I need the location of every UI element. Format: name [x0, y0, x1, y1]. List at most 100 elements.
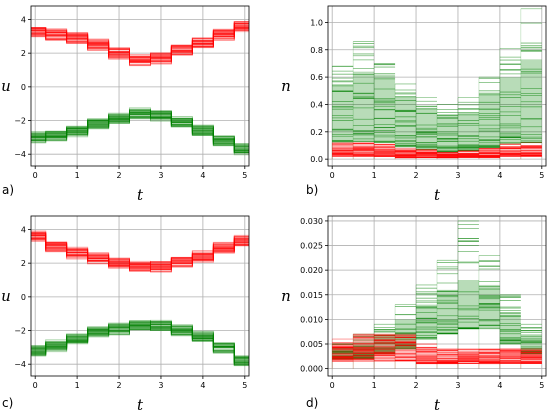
bin-band — [457, 280, 479, 330]
trajectory-line — [31, 232, 249, 265]
trajectory-line — [31, 113, 249, 152]
trajectory-line — [31, 235, 249, 267]
trajectory-line — [31, 237, 249, 270]
trajectory-line — [31, 109, 249, 145]
panel-label: a) — [2, 183, 14, 197]
trajectory-line — [31, 323, 249, 360]
series-green — [331, 8, 542, 160]
series-red — [331, 333, 542, 369]
trajectory-line — [31, 324, 249, 361]
panel-4: 0 1 2 3 4 5 0.000 0.005 0.010 0.015 0.020 0.025 0.03… — [281, 215, 547, 414]
x-tick-label: 1 — [372, 171, 377, 180]
trajectory-line — [31, 322, 249, 359]
trajectory-line — [31, 24, 249, 61]
trajectory-line — [31, 115, 249, 151]
trajectory-line — [31, 326, 249, 364]
trajectory-line — [31, 110, 249, 147]
trajectory-line — [31, 116, 249, 152]
trajectory-line — [31, 238, 249, 271]
trajectory-line — [31, 236, 249, 269]
trajectory-line — [31, 27, 249, 63]
trajectory-line — [31, 325, 249, 364]
trajectory-line — [31, 26, 249, 62]
trajectory-line — [31, 325, 249, 363]
y-tick-label: 0.0 — [310, 155, 323, 164]
trajectory-line — [31, 326, 249, 365]
trajectory-line — [31, 325, 249, 364]
trajectory-line — [31, 118, 249, 153]
trajectory-line — [31, 323, 249, 359]
x-tick-label: 1 — [75, 381, 80, 390]
bin-band — [374, 74, 396, 143]
panel-label: c) — [2, 396, 13, 410]
trajectory-line — [31, 117, 249, 156]
y-tick-label: 4 — [21, 225, 26, 234]
trajectory-line — [31, 238, 249, 271]
trajectory-line — [31, 319, 249, 358]
trajectory-line — [31, 234, 249, 266]
y-tick-label: 0.2 — [310, 128, 323, 137]
trajectory-line — [31, 112, 249, 148]
trajectory-line — [31, 328, 249, 366]
trajectory-line — [31, 239, 249, 271]
plot-area — [31, 230, 249, 367]
y-tick-label: 0.6 — [310, 73, 323, 82]
y-tick-label: 0.4 — [310, 100, 323, 109]
trajectory-line — [31, 21, 249, 58]
trajectory-line — [31, 109, 249, 145]
trajectory-line — [31, 22, 249, 58]
trajectory-line — [31, 235, 249, 269]
y-tick-label: −2 — [14, 117, 26, 126]
x-axis-label: t — [137, 396, 144, 414]
trajectory-line — [31, 117, 249, 154]
trajectory-line — [31, 326, 249, 363]
trajectory-line — [31, 23, 249, 60]
y-tick-label: −4 — [14, 360, 26, 369]
trajectory-line — [31, 22, 249, 55]
y-tick-label: −4 — [14, 150, 26, 159]
trajectory-line — [31, 109, 249, 145]
trajectory-line — [31, 321, 249, 359]
trajectory-line — [31, 21, 249, 57]
trajectory-line — [31, 328, 249, 366]
trajectory-line — [31, 110, 249, 148]
trajectory-line — [31, 233, 249, 266]
trajectory-line — [31, 238, 249, 273]
trajectory-line — [31, 26, 249, 61]
trajectory-line — [31, 232, 249, 265]
x-tick-label: 1 — [372, 381, 377, 390]
trajectory-line — [31, 27, 249, 62]
series-red — [31, 21, 249, 67]
trajectory-line — [31, 112, 249, 150]
bin-band — [353, 71, 375, 142]
trajectory-line — [31, 237, 249, 270]
axes-frame — [327, 5, 547, 167]
trajectory-line — [31, 108, 249, 148]
y-tick-label: 0.8 — [310, 46, 323, 55]
x-tick-label: 5 — [539, 171, 544, 180]
trajectory-line — [31, 21, 249, 57]
x-tick-label: 4 — [200, 381, 205, 390]
bin-band — [520, 59, 542, 143]
trajectory-line — [31, 328, 249, 367]
x-tick-label: 4 — [200, 171, 205, 180]
trajectory-line — [31, 235, 249, 268]
trajectory-line — [31, 322, 249, 359]
x-tick-label: 0 — [33, 381, 38, 390]
gridlines — [31, 216, 249, 376]
y-tick-label: 0.020 — [300, 266, 323, 275]
y-tick-label: 0.010 — [300, 315, 323, 324]
trajectory-line — [31, 111, 249, 150]
trajectory-line — [31, 238, 249, 269]
trajectory-line — [31, 26, 249, 61]
trajectory-line — [31, 29, 249, 67]
trajectory-line — [31, 23, 249, 58]
trajectory-line — [31, 233, 249, 266]
series-red — [31, 230, 249, 273]
trajectory-line — [31, 325, 249, 363]
trajectory-line — [31, 235, 249, 269]
trajectory-line — [31, 113, 249, 152]
bin-band — [332, 83, 354, 143]
trajectory-line — [31, 23, 249, 59]
